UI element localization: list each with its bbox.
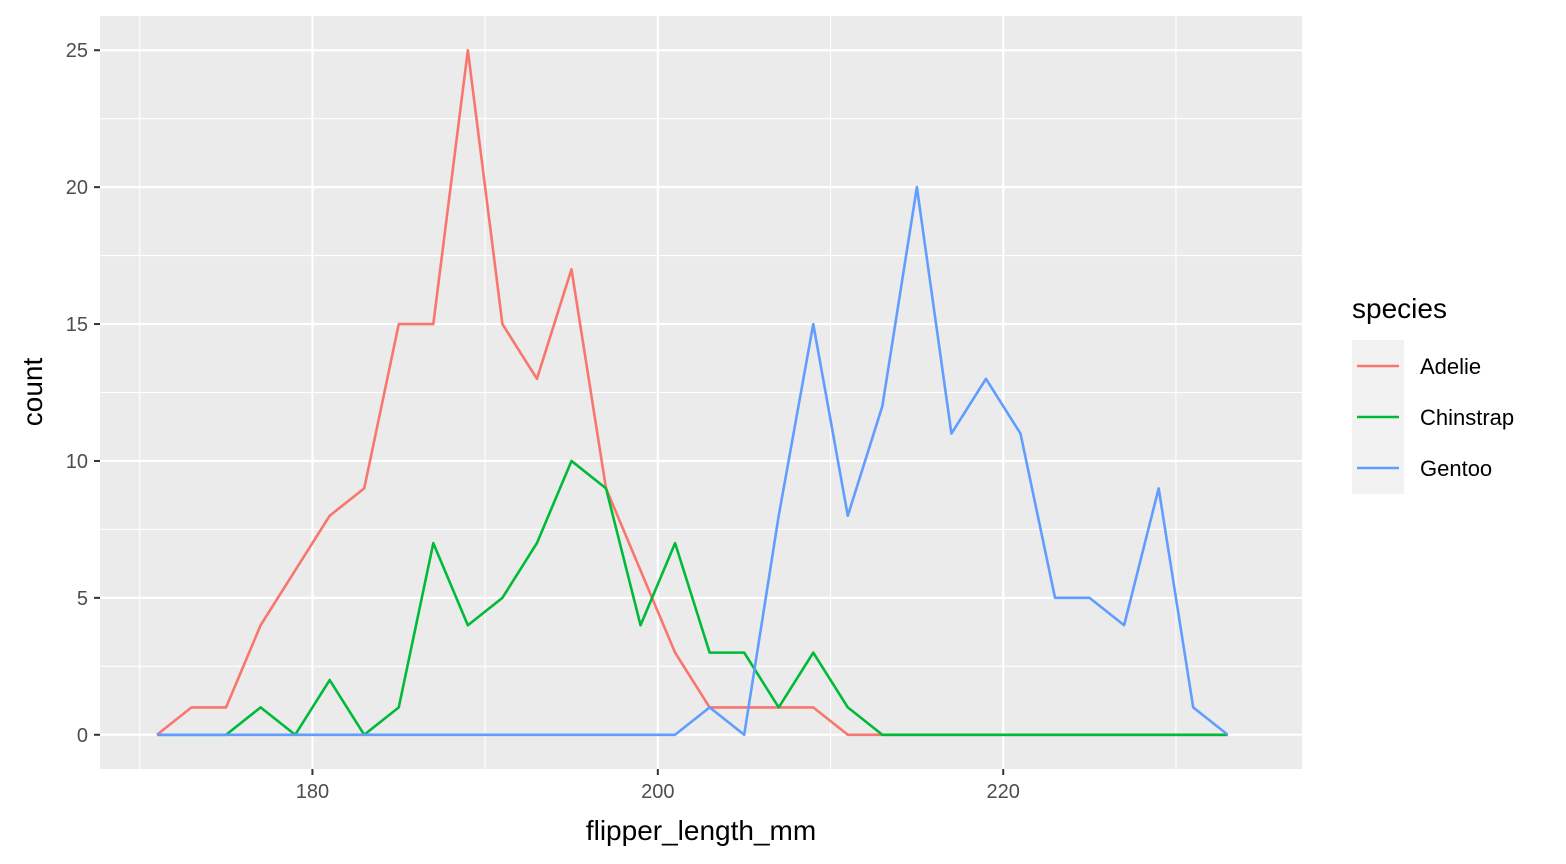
legend-label-adelie: Adelie <box>1420 354 1481 379</box>
legend: species Adelie Chinstrap Gentoo <box>1352 293 1514 494</box>
y-tick-label: 10 <box>66 451 88 473</box>
x-tick-label: 200 <box>641 781 674 803</box>
y-axis-title: count <box>17 358 48 427</box>
series-line-chinstrap <box>156 459 1228 737</box>
y-tick-label: 25 <box>66 40 88 62</box>
x-tick-label: 180 <box>296 781 329 803</box>
legend-items: Adelie Chinstrap Gentoo <box>1352 340 1514 494</box>
y-tick-label: 20 <box>66 177 88 199</box>
x-tick-label: 220 <box>987 781 1020 803</box>
legend-label-gentoo: Gentoo <box>1420 456 1492 481</box>
y-tick-label: 5 <box>77 588 88 610</box>
x-axis: 180 200 220 <box>296 769 1020 803</box>
major-gridlines <box>100 16 1302 769</box>
legend-label-chinstrap: Chinstrap <box>1420 405 1514 430</box>
legend-title: species <box>1352 293 1447 324</box>
series-line-gentoo <box>156 185 1229 737</box>
x-axis-title: flipper_length_mm <box>586 815 816 846</box>
minor-gridlines <box>100 16 1302 769</box>
series-lines <box>156 48 1229 737</box>
y-axis: 0 5 10 15 20 25 <box>66 40 100 747</box>
y-tick-label: 15 <box>66 314 88 336</box>
y-tick-label: 0 <box>77 725 88 747</box>
